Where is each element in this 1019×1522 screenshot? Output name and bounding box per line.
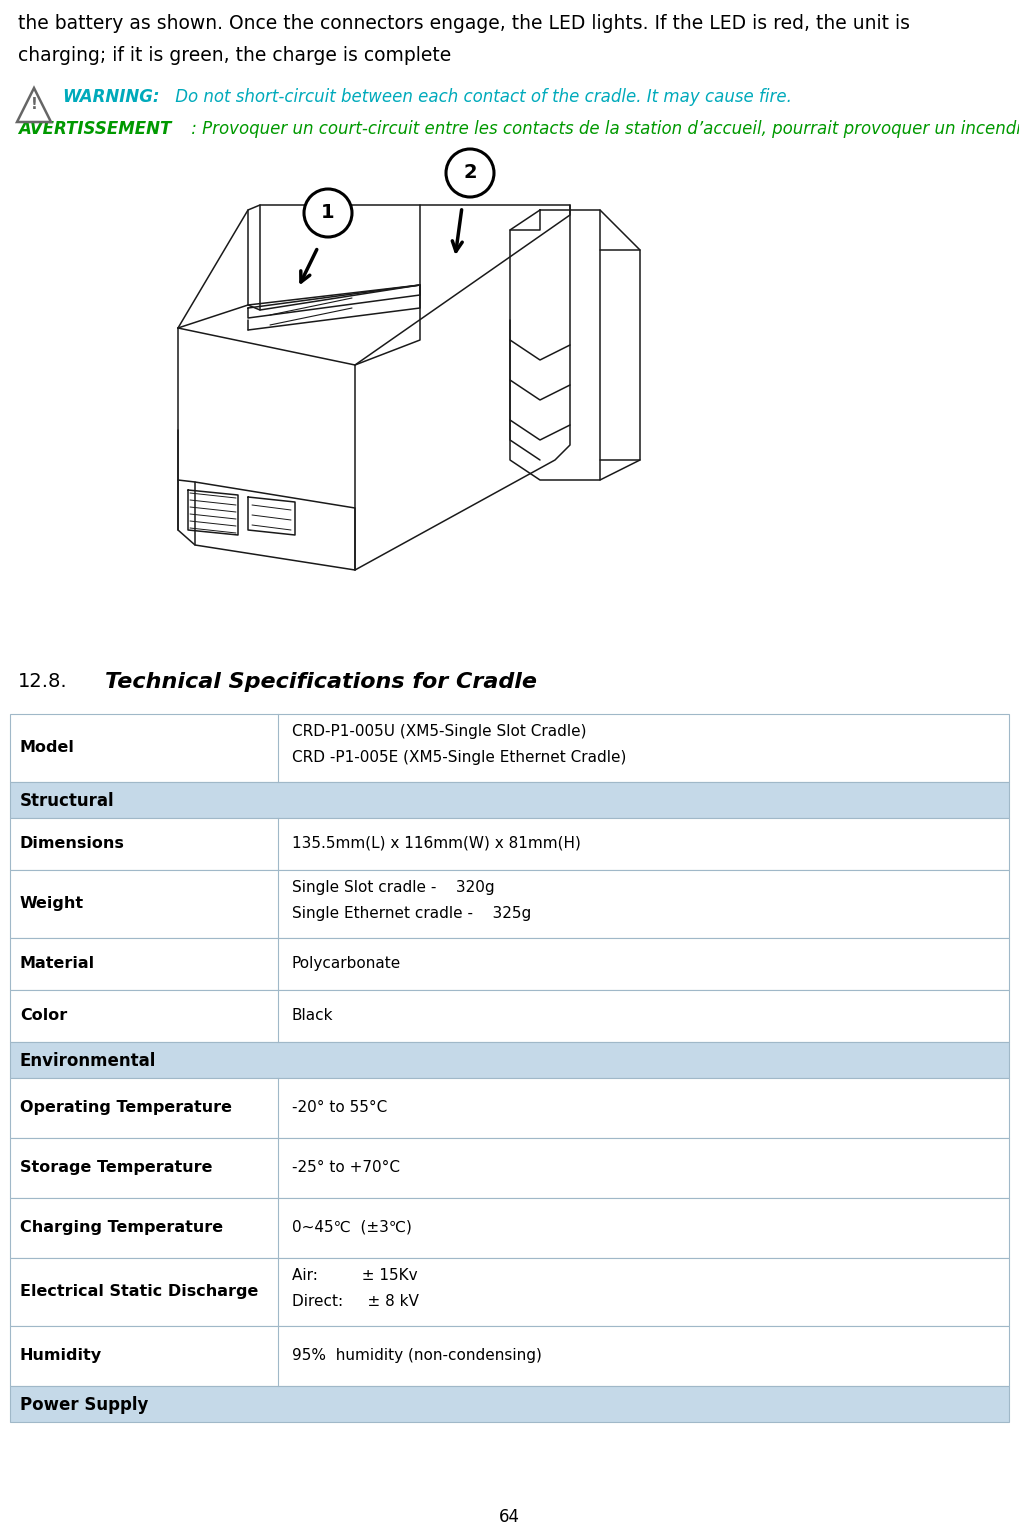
Text: Storage Temperature: Storage Temperature bbox=[20, 1160, 213, 1175]
Text: Do not short-circuit between each contact of the cradle. It may cause fire.: Do not short-circuit between each contac… bbox=[170, 88, 792, 107]
Text: Structural: Structural bbox=[20, 791, 114, 810]
Text: Air:         ± 15Kv: Air: ± 15Kv bbox=[292, 1268, 418, 1283]
Bar bbox=[10, 1198, 1009, 1259]
Bar bbox=[10, 938, 1009, 989]
Text: charging; if it is green, the charge is complete: charging; if it is green, the charge is … bbox=[18, 46, 451, 65]
Text: Black: Black bbox=[292, 1008, 333, 1023]
Text: the battery as shown. Once the connectors engage, the LED lights. If the LED is : the battery as shown. Once the connector… bbox=[18, 14, 910, 33]
Text: Electrical Static Discharge: Electrical Static Discharge bbox=[20, 1285, 259, 1298]
Text: -25° to +70°C: -25° to +70°C bbox=[292, 1160, 400, 1175]
Text: -20° to 55°C: -20° to 55°C bbox=[292, 1100, 387, 1116]
Text: Direct:     ± 8 kV: Direct: ± 8 kV bbox=[292, 1294, 419, 1309]
Text: Operating Temperature: Operating Temperature bbox=[20, 1100, 232, 1116]
Text: 135.5mm(L) x 116mm(W) x 81mm(H): 135.5mm(L) x 116mm(W) x 81mm(H) bbox=[292, 836, 581, 851]
Bar bbox=[10, 1259, 1009, 1326]
Text: Charging Temperature: Charging Temperature bbox=[20, 1221, 223, 1234]
Text: : Provoquer un court-circuit entre les contacts de la station d’accueil, pourrai: : Provoquer un court-circuit entre les c… bbox=[186, 120, 1019, 139]
Text: 2: 2 bbox=[464, 163, 477, 183]
Text: WARNING:: WARNING: bbox=[62, 88, 160, 107]
Text: AVERTISSEMENT: AVERTISSEMENT bbox=[18, 120, 171, 139]
Text: Single Slot cradle -    320g: Single Slot cradle - 320g bbox=[292, 880, 494, 895]
Bar bbox=[10, 782, 1009, 817]
Circle shape bbox=[446, 149, 494, 196]
Text: Power Supply: Power Supply bbox=[20, 1396, 149, 1414]
Text: Polycarbonate: Polycarbonate bbox=[292, 956, 401, 971]
Text: 1: 1 bbox=[321, 204, 335, 222]
Circle shape bbox=[304, 189, 352, 237]
Bar bbox=[10, 714, 1009, 782]
Text: CRD-P1-005U (XM5-Single Slot Cradle): CRD-P1-005U (XM5-Single Slot Cradle) bbox=[292, 724, 587, 740]
Bar bbox=[10, 1138, 1009, 1198]
Text: Color: Color bbox=[20, 1008, 67, 1023]
Text: CRD -P1-005E (XM5-Single Ethernet Cradle): CRD -P1-005E (XM5-Single Ethernet Cradle… bbox=[292, 750, 627, 766]
Text: Weight: Weight bbox=[20, 896, 85, 912]
Text: Material: Material bbox=[20, 956, 95, 971]
Text: !: ! bbox=[31, 97, 38, 113]
Text: Technical Specifications for Cradle: Technical Specifications for Cradle bbox=[105, 673, 537, 693]
Text: Model: Model bbox=[20, 740, 74, 755]
Bar bbox=[10, 817, 1009, 871]
Bar bbox=[10, 1043, 1009, 1078]
Bar bbox=[10, 1326, 1009, 1387]
Bar bbox=[10, 1078, 1009, 1138]
Text: Dimensions: Dimensions bbox=[20, 836, 125, 851]
Text: 0~45℃  (±3℃): 0~45℃ (±3℃) bbox=[292, 1221, 412, 1234]
Bar bbox=[10, 1387, 1009, 1422]
Text: Humidity: Humidity bbox=[20, 1348, 102, 1364]
Text: 64: 64 bbox=[498, 1508, 520, 1522]
Bar bbox=[10, 871, 1009, 938]
Bar bbox=[10, 989, 1009, 1043]
Text: Single Ethernet cradle -    325g: Single Ethernet cradle - 325g bbox=[292, 906, 531, 921]
Text: 12.8.: 12.8. bbox=[18, 673, 67, 691]
Text: 95%  humidity (non-condensing): 95% humidity (non-condensing) bbox=[292, 1348, 542, 1364]
Text: Environmental: Environmental bbox=[20, 1052, 156, 1070]
